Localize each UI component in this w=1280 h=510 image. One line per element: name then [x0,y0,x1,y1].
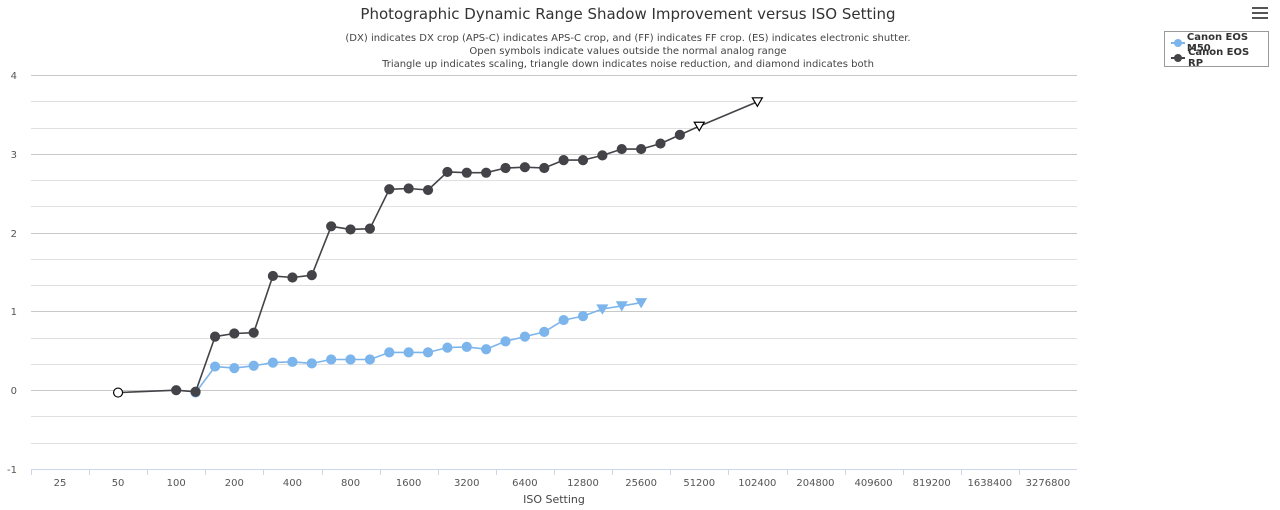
data-point[interactable] [287,356,298,367]
data-point[interactable] [306,270,317,281]
series-canon-eos-m50 [190,298,648,398]
data-point-triangle[interactable] [751,97,764,108]
data-point[interactable] [519,162,530,173]
x-tick-label: 204800 [796,478,834,489]
legend-item-canon-eos-m50[interactable]: Canon EOS M50 [1171,32,1262,54]
data-point[interactable] [112,387,124,398]
series-canon-eos-rp [112,97,764,398]
data-point[interactable] [209,331,221,342]
hamburger-menu-icon[interactable] [1252,7,1268,21]
data-point[interactable] [326,221,337,232]
data-point-triangle[interactable] [635,298,648,309]
data-point[interactable] [287,272,298,283]
data-point[interactable] [500,336,511,347]
x-tick-label: 25 [54,478,67,489]
data-point[interactable] [326,354,337,365]
x-tick-label: 50 [112,478,125,489]
x-tick-label: 102400 [738,478,776,489]
x-tick-label: 1638400 [968,478,1013,489]
chart-title: Photographic Dynamic Range Shadow Improv… [360,5,895,23]
legend-marker-icon [1171,52,1185,64]
data-point[interactable] [500,162,511,174]
data-point[interactable] [171,385,182,396]
data-point[interactable] [539,162,550,174]
x-tick-label: 1600 [396,478,421,489]
data-point[interactable] [306,358,317,369]
axes: -1 0 1 2 3 4 25 50 100 200 400 800 1600 3200 6400 12800… [7,71,1077,489]
legend-item-canon-eos-rp[interactable]: Canon EOS RP [1171,47,1262,69]
data-point[interactable] [422,184,434,196]
data-point-triangle[interactable] [693,121,706,132]
x-tick-label: 51200 [683,478,715,489]
grid [31,75,1077,470]
data-point[interactable] [616,143,627,155]
data-point[interactable] [364,354,376,365]
data-point[interactable] [248,327,259,338]
series-layer [112,97,764,398]
legend-marker-icon [1171,37,1185,49]
data-point[interactable] [345,224,356,235]
data-point[interactable] [229,328,240,339]
data-point[interactable] [267,357,279,368]
data-point[interactable] [558,314,569,326]
data-point[interactable] [442,342,453,353]
y-tick-label: 2 [11,229,17,240]
data-point[interactable] [577,311,589,322]
y-tick-label: 4 [11,71,17,82]
x-tick-label: 3200 [454,478,479,489]
x-axis-title: ISO Setting [523,493,585,506]
data-point[interactable] [481,167,492,178]
data-point[interactable] [403,347,414,358]
data-point[interactable] [403,183,414,194]
data-point-triangle[interactable] [615,301,628,312]
data-point[interactable] [364,223,376,234]
data-point[interactable] [229,363,240,374]
data-point[interactable] [597,150,608,161]
series-line [194,301,642,394]
data-point-triangle[interactable] [596,304,609,315]
data-point[interactable] [461,167,472,178]
data-point[interactable] [345,354,356,365]
data-point[interactable] [209,361,221,372]
chart-subtitle-line-1: (DX) indicates DX crop (APS-C) indicates… [345,33,910,44]
data-point[interactable] [481,344,492,355]
data-point[interactable] [442,166,453,178]
y-tick-label: 3 [11,150,17,161]
data-point[interactable] [461,341,472,352]
x-tick-label: 25600 [625,478,657,489]
x-tick-label: 6400 [512,478,537,489]
y-tick-label: 0 [11,386,17,397]
legend: Canon EOS M50 Canon EOS RP [1164,31,1269,69]
x-tick-label: 12800 [567,478,599,489]
legend-label: Canon EOS RP [1188,46,1250,69]
legend-label: Canon EOS M50 [1186,31,1249,54]
x-tick-label: 800 [341,478,360,489]
data-point[interactable] [519,331,530,342]
data-point[interactable] [539,326,550,337]
data-point[interactable] [190,386,201,397]
data-point[interactable] [422,347,434,358]
data-point[interactable] [577,155,589,166]
data-point[interactable] [384,347,395,358]
x-tick-label: 819200 [913,478,951,489]
x-tick-label: 400 [283,478,302,489]
y-tick-label: 1 [11,307,17,318]
x-tick-label: 3276800 [1026,478,1071,489]
data-point[interactable] [674,129,685,140]
data-point[interactable] [636,143,647,155]
data-point[interactable] [558,155,569,166]
data-point[interactable] [267,270,279,282]
x-tick-label: 409600 [854,478,892,489]
chart-subtitle-line-3: Triangle up indicates scaling, triangle … [381,59,874,70]
x-tick-label: 100 [167,478,186,489]
data-point[interactable] [384,184,395,195]
y-tick-label: -1 [7,465,17,476]
x-tick-label: 200 [225,478,244,489]
data-point[interactable] [655,138,666,149]
data-point[interactable] [248,360,259,371]
chart-subtitle-line-2: Open symbols indicate values outside the… [469,46,786,57]
